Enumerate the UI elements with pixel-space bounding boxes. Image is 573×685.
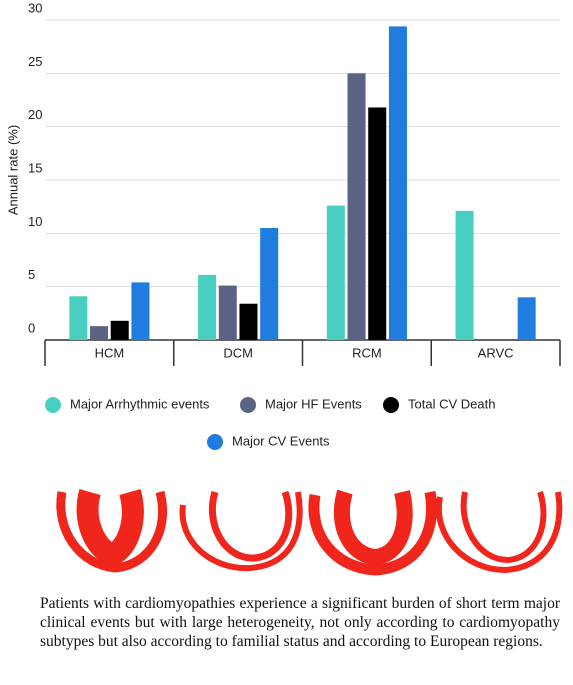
- bar: [90, 326, 109, 340]
- bar: [326, 205, 345, 340]
- chart: Annual rate (%) 0 5 10 15 20 25 30 HCM DCM RCM ARV…: [5, 0, 563, 576]
- y-axis-label: Annual rate (%): [5, 125, 20, 215]
- bar: [455, 210, 474, 340]
- y-tick-label: 10: [28, 214, 42, 229]
- bar: [347, 73, 366, 340]
- heart: [56, 490, 168, 573]
- bar: [368, 107, 387, 340]
- x-tick-label: RCM: [352, 345, 382, 360]
- legend-swatch: [45, 397, 61, 413]
- heart: [435, 491, 563, 574]
- legend-swatch: [207, 434, 223, 450]
- legend-label: Total CV Death: [408, 396, 495, 411]
- bar: [260, 228, 279, 340]
- heart: [333, 489, 413, 566]
- heart: [208, 490, 293, 562]
- y-tick-label: 5: [28, 267, 35, 282]
- heart-illustrations: [56, 488, 563, 576]
- bar: [198, 274, 217, 340]
- heart: [460, 491, 547, 564]
- y-tick-label: 30: [28, 0, 42, 15]
- legend-label: Major Arrhythmic events: [70, 396, 210, 411]
- x-tick-label: DCM: [223, 345, 253, 360]
- bar: [110, 320, 129, 340]
- heart: [76, 488, 144, 567]
- y-tick-label: 20: [28, 107, 42, 122]
- y-tick-label: 15: [28, 160, 42, 175]
- bar: [69, 296, 88, 340]
- legend-swatch: [240, 397, 256, 413]
- x-tick-label: ARVC: [478, 345, 514, 360]
- bar: [131, 282, 150, 340]
- caption: Patients with cardiomyopathies experienc…: [40, 595, 560, 650]
- heart: [308, 490, 437, 576]
- bar: [517, 297, 536, 340]
- legend-label: Major CV Events: [232, 433, 330, 448]
- bar: [239, 303, 258, 340]
- heart: [179, 491, 303, 572]
- bar: [388, 26, 407, 341]
- legend-swatch: [383, 397, 399, 413]
- y-tick-label: 25: [28, 54, 42, 69]
- x-tick-label: HCM: [95, 345, 125, 360]
- bar: [218, 285, 237, 340]
- legend-label: Major HF Events: [265, 396, 362, 411]
- y-tick-label: 0: [28, 320, 35, 335]
